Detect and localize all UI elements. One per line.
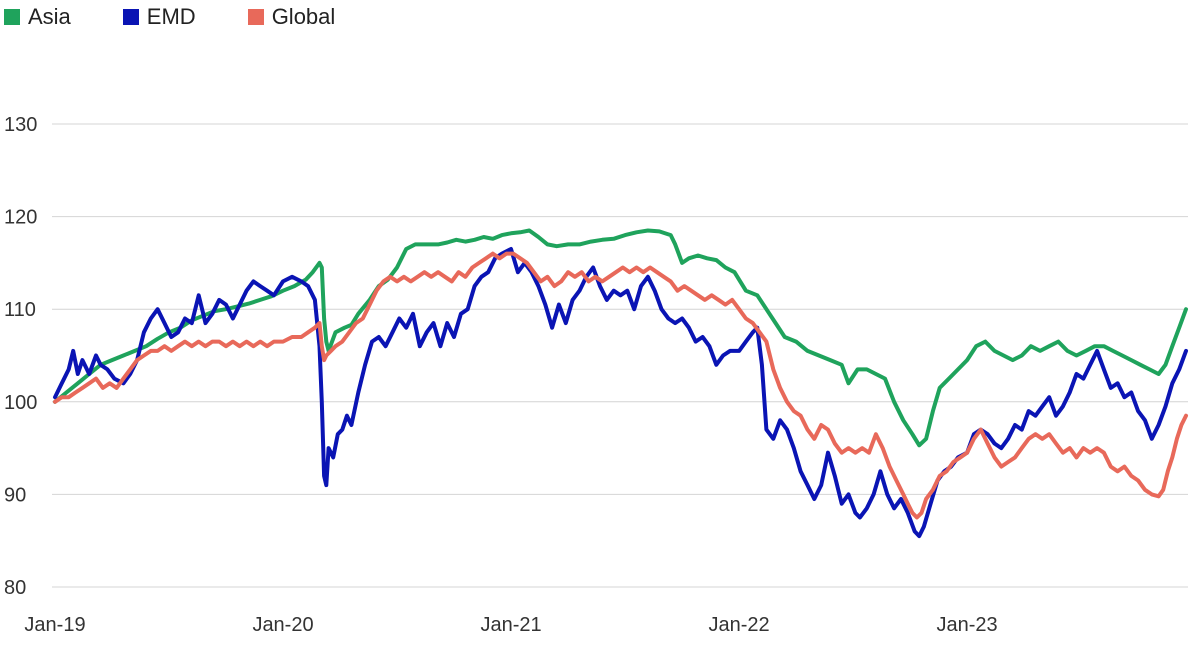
y-tick-label-100: 100: [4, 392, 37, 414]
legend-swatch-asia: [4, 9, 20, 25]
y-tick-label-120: 120: [4, 207, 37, 229]
y-tick-label-80: 80: [4, 577, 26, 599]
legend: Asia EMD Global: [4, 4, 387, 30]
legend-label-asia: Asia: [28, 4, 71, 29]
x-tick-label-jan-22: Jan-22: [708, 614, 769, 636]
y-tick-label-110: 110: [4, 299, 36, 321]
legend-label-emd: EMD: [146, 4, 196, 29]
x-tick-label-jan-21: Jan-21: [480, 614, 541, 636]
x-tick-label-jan-19: Jan-19: [24, 614, 85, 636]
legend-swatch-global: [247, 9, 264, 25]
series-line-emd: [53, 247, 1188, 539]
y-tick-label-90: 90: [4, 484, 26, 506]
y-tick-label-130: 130: [4, 114, 37, 136]
y-axis-ticks: 80 90 100 110 120 130: [4, 114, 37, 599]
series-line-global: [53, 251, 1188, 520]
x-tick-label-jan-20: Jan-20: [252, 614, 313, 636]
x-axis-ticks: Jan-19 Jan-20 Jan-21 Jan-22 Jan-23: [24, 614, 997, 636]
legend-item-emd: EMD: [122, 4, 196, 29]
grid-lines: [52, 123, 1188, 588]
series-lines: [53, 228, 1188, 539]
x-tick-label-jan-23: Jan-23: [937, 614, 998, 636]
legend-label-global: Global: [271, 4, 336, 29]
legend-item-asia: Asia: [4, 6, 71, 28]
legend-swatch-emd: [122, 9, 139, 25]
legend-item-global: Global: [247, 4, 336, 29]
series-line-asia: [53, 228, 1188, 448]
